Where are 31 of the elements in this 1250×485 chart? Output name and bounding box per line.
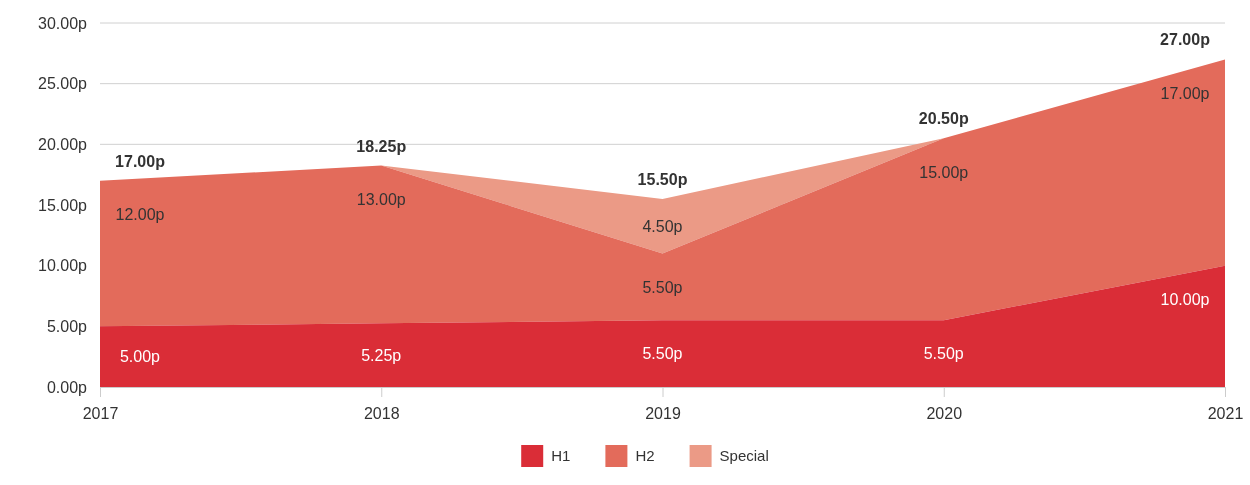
data-label: 10.00p [1160, 291, 1210, 309]
y-tick-label: 20.00p [38, 135, 88, 153]
y-tick-label: 15.00p [38, 196, 88, 214]
total-label: 17.00p [115, 152, 166, 170]
y-tick-label: 0.00p [46, 378, 88, 396]
legend-label: H1 [551, 447, 571, 465]
data-label: 15.00p [919, 163, 969, 181]
total-label: 15.50p [637, 170, 688, 188]
x-tick-label: 2020 [926, 405, 963, 423]
data-label: 12.00p [115, 206, 165, 224]
data-label: 5.00p [119, 348, 161, 366]
x-tick-label: 2019 [645, 405, 681, 423]
legend-label: Special [719, 447, 769, 465]
data-label: 4.50p [642, 217, 683, 235]
y-tick-label: 10.00p [38, 257, 88, 275]
x-tick-label: 2021 [1207, 405, 1244, 423]
data-label: 13.00p [356, 191, 406, 209]
data-label: 5.25p [361, 346, 402, 364]
y-tick-label: 30.00p [38, 14, 88, 32]
data-label: 17.00p [1160, 85, 1210, 102]
total-label: 20.50p [918, 110, 969, 128]
data-label: 5.50p [923, 345, 964, 363]
data-label: 5.50p [642, 345, 683, 363]
y-tick-label: 5.00p [46, 317, 88, 335]
data-label: 5.50p [642, 278, 683, 296]
total-label: 18.25p [356, 137, 407, 155]
y-tick-label: 25.00p [38, 75, 88, 93]
total-label: 27.00p [1160, 31, 1211, 49]
x-tick-label: 2017 [82, 405, 119, 423]
legend-label: H2 [635, 447, 655, 465]
x-tick-label: 2018 [363, 405, 400, 423]
